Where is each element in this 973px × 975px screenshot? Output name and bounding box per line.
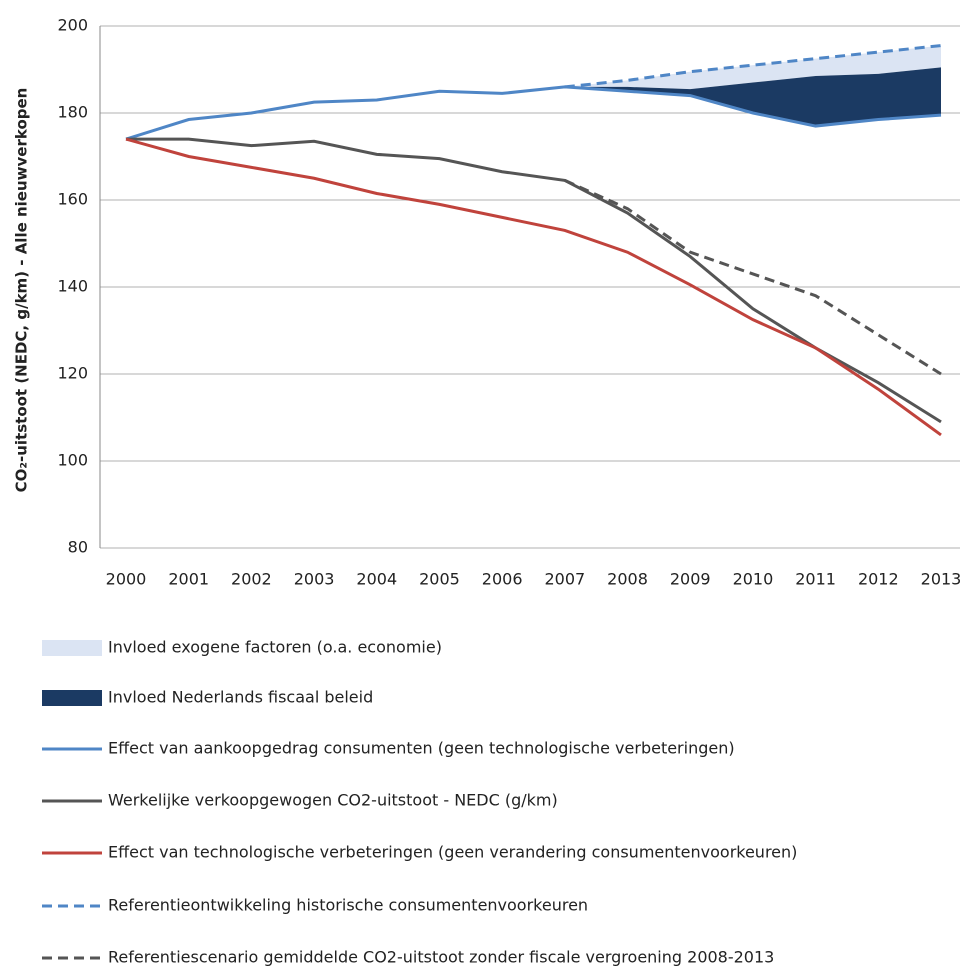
legend-label: Werkelijke verkoopgewogen CO2-uitstoot -… [108, 791, 558, 810]
line [126, 137, 942, 424]
x-tick-label: 2004 [356, 570, 397, 589]
line [564, 179, 942, 376]
area [564, 67, 941, 127]
legend-label: Effect van aankoopgedrag consumenten (ge… [108, 739, 735, 758]
y-axis-label: CO₂-uitstoot (NEDC, g/km) - Alle nieuwve… [13, 88, 31, 493]
x-tick-label: 2009 [670, 570, 711, 589]
legend-label: Invloed Nederlands fiscaal beleid [108, 688, 373, 707]
x-tick-label: 2010 [733, 570, 774, 589]
x-tick-label: 2005 [419, 570, 460, 589]
legend-label: Referentiescenario gemiddelde CO2-uitsto… [108, 948, 774, 967]
x-tick-label: 2003 [294, 570, 335, 589]
legend-swatch [42, 640, 102, 656]
x-tick-label: 2000 [106, 570, 147, 589]
x-tick-label: 2002 [231, 570, 272, 589]
x-tick-label: 2012 [858, 570, 899, 589]
x-tick-label: 2011 [795, 570, 836, 589]
y-tick-label: 200 [57, 16, 88, 35]
legend-swatch [42, 690, 102, 706]
y-tick-label: 80 [68, 538, 88, 557]
y-tick-label: 100 [57, 451, 88, 470]
legend-label: Invloed exogene factoren (o.a. economie) [108, 638, 442, 657]
legend-label: Referentieontwikkeling historische consu… [108, 896, 588, 915]
y-tick-label: 180 [57, 103, 88, 122]
x-tick-label: 2013 [921, 570, 962, 589]
legend-label: Effect van technologische verbeteringen … [108, 843, 797, 862]
y-tick-label: 120 [57, 364, 88, 383]
y-tick-label: 140 [57, 277, 88, 296]
x-tick-label: 2001 [168, 570, 209, 589]
line [125, 85, 942, 141]
y-tick-label: 160 [57, 190, 88, 209]
x-tick-label: 2006 [482, 570, 523, 589]
x-tick-label: 2008 [607, 570, 648, 589]
line [125, 137, 942, 437]
area [564, 45, 941, 90]
x-tick-label: 2007 [544, 570, 585, 589]
